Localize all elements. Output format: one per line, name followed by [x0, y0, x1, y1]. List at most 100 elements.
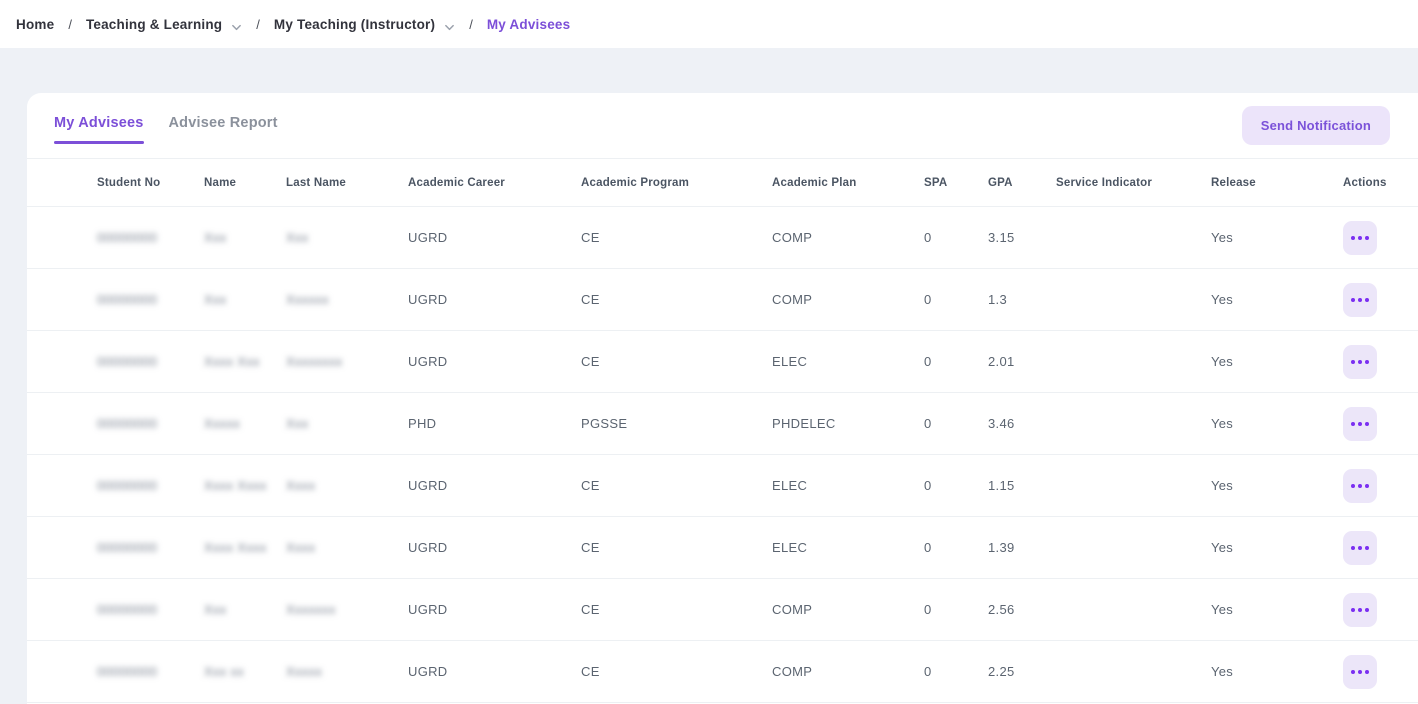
cell-academic-career: UGRD	[408, 354, 448, 369]
column-header-name: Name	[204, 176, 237, 189]
row-actions-button[interactable]	[1343, 654, 1377, 689]
cell-last-name: Xxxx	[286, 478, 316, 493]
cell-release: Yes	[1211, 230, 1234, 245]
row-actions-button[interactable]	[1343, 468, 1377, 503]
cell-academic-program: CE	[581, 292, 600, 307]
cell-release: Yes	[1211, 602, 1234, 617]
column-header-release: Release	[1211, 176, 1256, 189]
ellipsis-icon	[1351, 607, 1355, 612]
breadcrumb: Home / Teaching & Learning / My Teaching…	[0, 0, 1418, 48]
cell-spa: 0	[924, 478, 932, 493]
row-actions-button[interactable]	[1343, 592, 1377, 627]
ellipsis-icon	[1358, 483, 1362, 488]
row-actions-button[interactable]	[1343, 282, 1377, 317]
cell-gpa: 1.39	[988, 540, 1015, 555]
cell-release: Yes	[1211, 664, 1234, 679]
cell-spa: 0	[924, 664, 932, 679]
cell-student-no: 00000000	[97, 664, 158, 679]
table-row: 00000000 Xxxx Xxx Xxxxxxxx UGRD CE ELEC …	[27, 331, 1418, 393]
row-actions-button[interactable]	[1343, 406, 1377, 441]
ellipsis-icon	[1365, 545, 1369, 550]
ellipsis-icon	[1365, 607, 1369, 612]
cell-academic-program: PGSSE	[581, 416, 628, 431]
cell-last-name: Xxxxxxx	[286, 602, 336, 617]
ellipsis-icon	[1365, 421, 1369, 426]
ellipsis-icon	[1358, 359, 1362, 364]
ellipsis-icon	[1351, 669, 1355, 674]
breadcrumb-item-home[interactable]: Home	[16, 16, 55, 32]
cell-name: Xxx	[204, 230, 227, 245]
breadcrumb-item-my-teaching[interactable]: My Teaching (Instructor)	[273, 16, 436, 32]
cell-name: Xxxx Xxxx	[204, 540, 267, 555]
cell-student-no: 00000000	[97, 478, 158, 493]
cell-spa: 0	[924, 416, 932, 431]
row-actions-button[interactable]	[1343, 530, 1377, 565]
table-row: 00000000 Xxxxx Xxx PHD PGSSE PHDELEC 0 3…	[27, 393, 1418, 455]
chevron-down-icon[interactable]	[231, 20, 242, 31]
cell-student-no: 00000000	[97, 602, 158, 617]
cell-student-no: 00000000	[97, 292, 158, 307]
cell-spa: 0	[924, 230, 932, 245]
cell-release: Yes	[1211, 416, 1234, 431]
tab-advisee-report[interactable]: Advisee Report	[168, 114, 278, 131]
row-actions-button[interactable]	[1343, 220, 1377, 255]
send-notification-button[interactable]: Send Notification	[1241, 106, 1390, 145]
ellipsis-icon	[1358, 545, 1362, 550]
column-header-student-no: Student No	[97, 176, 161, 189]
cell-gpa: 3.15	[988, 230, 1015, 245]
table-row: 00000000 Xxx Xxx UGRD CE COMP 0 3.15 Yes	[27, 207, 1418, 269]
column-header-academic-career: Academic Career	[408, 176, 505, 189]
cell-academic-plan: ELEC	[772, 354, 808, 369]
breadcrumb-item-teaching-learning[interactable]: Teaching & Learning	[85, 16, 223, 32]
ellipsis-icon	[1365, 483, 1369, 488]
cell-last-name: Xxxxxx	[286, 292, 329, 307]
cell-student-no: 00000000	[97, 354, 158, 369]
ellipsis-icon	[1358, 607, 1362, 612]
column-header-gpa: GPA	[988, 176, 1013, 189]
chevron-down-icon[interactable]	[444, 20, 455, 31]
cell-release: Yes	[1211, 540, 1234, 555]
row-actions-button[interactable]	[1343, 344, 1377, 379]
cell-name: Xxxx Xxxx	[204, 478, 267, 493]
cell-release: Yes	[1211, 354, 1234, 369]
cell-gpa: 2.25	[988, 664, 1015, 679]
ellipsis-icon	[1365, 669, 1369, 674]
tab-bar: My Advisees Advisee Report	[54, 93, 278, 158]
column-header-actions: Actions	[1343, 176, 1387, 189]
column-header-last-name: Last Name	[286, 176, 346, 189]
ellipsis-icon	[1351, 235, 1355, 240]
cell-academic-career: UGRD	[408, 292, 448, 307]
cell-academic-career: UGRD	[408, 602, 448, 617]
cell-gpa: 1.3	[988, 292, 1007, 307]
tab-my-advisees[interactable]: My Advisees	[54, 93, 144, 158]
ellipsis-icon	[1358, 421, 1362, 426]
cell-spa: 0	[924, 354, 932, 369]
table-row: 00000000 Xxx xx Xxxxx UGRD CE COMP 0 2.2…	[27, 641, 1418, 703]
ellipsis-icon	[1351, 297, 1355, 302]
cell-academic-program: CE	[581, 540, 600, 555]
cell-release: Yes	[1211, 292, 1234, 307]
cell-academic-program: CE	[581, 664, 600, 679]
table-header-row: Student No Name Last Name Academic Caree…	[27, 158, 1418, 207]
cell-academic-program: CE	[581, 354, 600, 369]
cell-spa: 0	[924, 292, 932, 307]
breadcrumb-item-my-advisees: My Advisees	[486, 16, 571, 32]
table-row: 00000000 Xxxx Xxxx Xxxx UGRD CE ELEC 0 1…	[27, 517, 1418, 579]
cell-student-no: 00000000	[97, 416, 158, 431]
cell-academic-plan: ELEC	[772, 540, 808, 555]
cell-name: Xxx xx	[204, 664, 245, 679]
breadcrumb-separator: /	[469, 16, 473, 32]
table-row: 00000000 Xxx Xxxxxx UGRD CE COMP 0 1.3 Y…	[27, 269, 1418, 331]
cell-student-no: 00000000	[97, 540, 158, 555]
cell-name: Xxxx Xxx	[204, 354, 260, 369]
table-row: 00000000 Xxxx Xxxx Xxxx UGRD CE ELEC 0 1…	[27, 455, 1418, 517]
cell-academic-plan: ELEC	[772, 478, 808, 493]
cell-academic-plan: COMP	[772, 292, 813, 307]
cell-name: Xxx	[204, 292, 227, 307]
ellipsis-icon	[1351, 359, 1355, 364]
cell-academic-program: CE	[581, 230, 600, 245]
cell-spa: 0	[924, 540, 932, 555]
ellipsis-icon	[1365, 359, 1369, 364]
cell-academic-plan: COMP	[772, 230, 813, 245]
cell-academic-career: UGRD	[408, 540, 448, 555]
